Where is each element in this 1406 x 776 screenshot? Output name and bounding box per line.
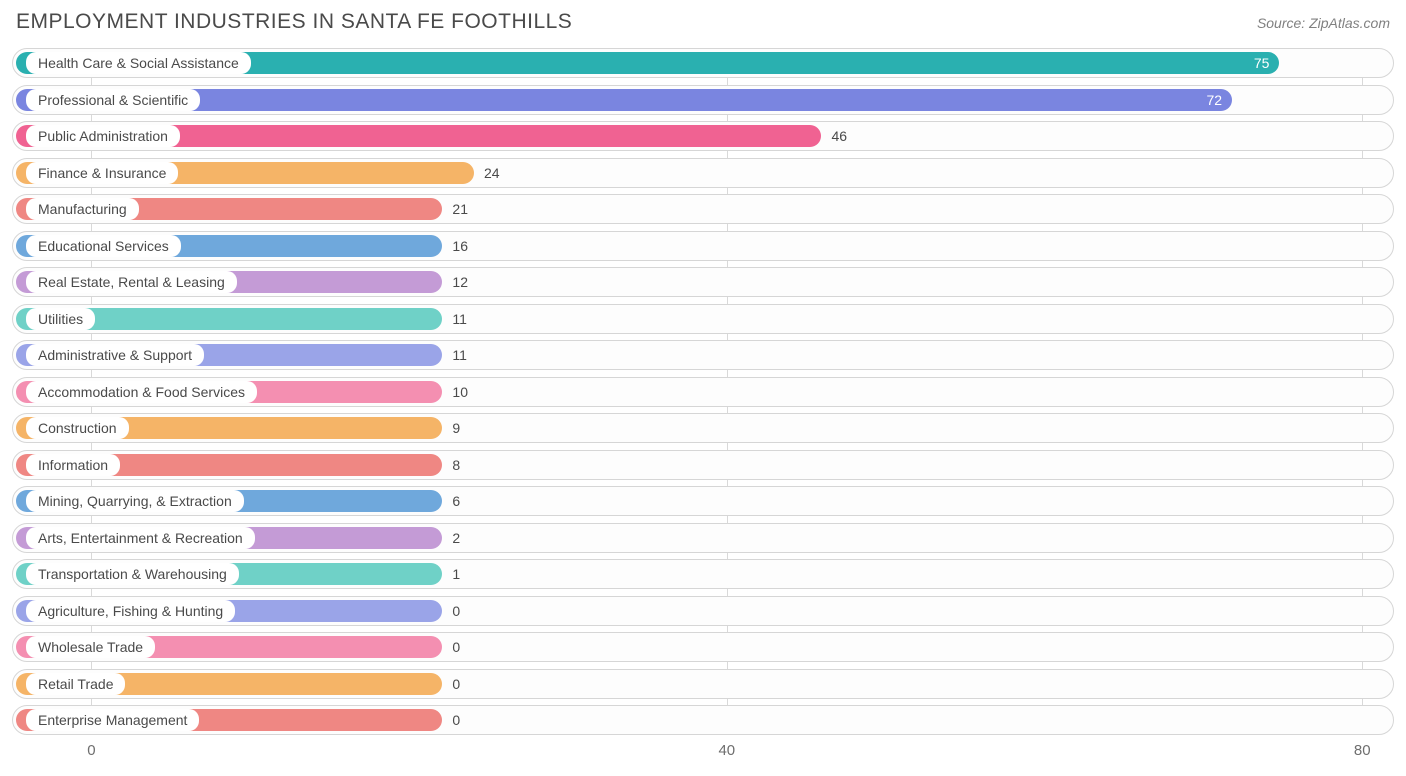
bar-value: 0 bbox=[442, 600, 470, 622]
bar-track: 11 bbox=[16, 344, 1390, 366]
x-axis: 0 40 80 bbox=[12, 742, 1394, 764]
bar-label: Finance & Insurance bbox=[26, 162, 178, 184]
bar-row: 75Health Care & Social Assistance bbox=[12, 48, 1394, 78]
axis-tick: 40 bbox=[718, 742, 735, 759]
bar-value: 0 bbox=[442, 673, 470, 695]
bar-row: 0 Wholesale Trade bbox=[12, 632, 1394, 662]
bar-track: 24 bbox=[16, 162, 1390, 184]
bar-label: Agriculture, Fishing & Hunting bbox=[26, 600, 235, 622]
bar-label: Administrative & Support bbox=[26, 344, 204, 366]
bar-label: Construction bbox=[26, 417, 129, 439]
axis-tick: 80 bbox=[1354, 742, 1371, 759]
bar-row: 1 Transportation & Warehousing bbox=[12, 559, 1394, 589]
bar-label: Professional & Scientific bbox=[26, 89, 200, 111]
bar-row: 24 Finance & Insurance bbox=[12, 158, 1394, 188]
bar-value: 2 bbox=[442, 527, 470, 549]
bar-row: 16 Educational Services bbox=[12, 231, 1394, 261]
bar-value: 11 bbox=[442, 344, 477, 366]
bar-label: Information bbox=[26, 454, 120, 476]
bar-value: 0 bbox=[442, 636, 470, 658]
bar-row: 6 Mining, Quarrying, & Extraction bbox=[12, 486, 1394, 516]
bar-row: 2 Arts, Entertainment & Recreation bbox=[12, 523, 1394, 553]
bar-value: 16 bbox=[442, 235, 478, 257]
bar-row: 0 Retail Trade bbox=[12, 669, 1394, 699]
bar-track: 46 bbox=[16, 125, 1390, 147]
bar-label: Real Estate, Rental & Leasing bbox=[26, 271, 237, 293]
bar-track: 8 bbox=[16, 454, 1390, 476]
bar-label: Public Administration bbox=[26, 125, 180, 147]
bar-label: Educational Services bbox=[26, 235, 181, 257]
bar-label: Enterprise Management bbox=[26, 709, 199, 731]
bar-row: 11 Administrative & Support bbox=[12, 340, 1394, 370]
bar-value: 24 bbox=[474, 162, 510, 184]
bar-row: 0 Enterprise Management bbox=[12, 705, 1394, 735]
bar-value: 12 bbox=[442, 271, 478, 293]
bar-label: Wholesale Trade bbox=[26, 636, 155, 658]
bar-row: 21 Manufacturing bbox=[12, 194, 1394, 224]
bar-label: Transportation & Warehousing bbox=[26, 563, 239, 585]
chart-container: EMPLOYMENT INDUSTRIES IN SANTA FE FOOTHI… bbox=[0, 0, 1406, 772]
bar-track: 72 bbox=[16, 89, 1390, 111]
bar-row: 0 Agriculture, Fishing & Hunting bbox=[12, 596, 1394, 626]
bar-label: Retail Trade bbox=[26, 673, 125, 695]
bar-track: 16 bbox=[16, 235, 1390, 257]
bar-value: 6 bbox=[442, 490, 470, 512]
bar-track: 9 bbox=[16, 417, 1390, 439]
bar-track: 21 bbox=[16, 198, 1390, 220]
bar-label: Manufacturing bbox=[26, 198, 139, 220]
bar-value: 8 bbox=[442, 454, 470, 476]
bar-value: 46 bbox=[821, 125, 857, 147]
bar-row: 72Professional & Scientific bbox=[12, 85, 1394, 115]
bar-label: Mining, Quarrying, & Extraction bbox=[26, 490, 244, 512]
bar-label: Health Care & Social Assistance bbox=[26, 52, 251, 74]
bar-track: 11 bbox=[16, 308, 1390, 330]
plot-area: 75Health Care & Social Assistance 72Profe… bbox=[12, 48, 1394, 735]
bar-row: 46 Public Administration bbox=[12, 121, 1394, 151]
bar-label: Utilities bbox=[26, 308, 95, 330]
bar-row: 9 Construction bbox=[12, 413, 1394, 443]
chart-title: EMPLOYMENT INDUSTRIES IN SANTA FE FOOTHI… bbox=[16, 10, 572, 34]
bar-track: 0 bbox=[16, 709, 1390, 731]
bar-value: 11 bbox=[442, 308, 477, 330]
bar-value: 0 bbox=[442, 709, 470, 731]
bar-row: 12 Real Estate, Rental & Leasing bbox=[12, 267, 1394, 297]
chart-header: EMPLOYMENT INDUSTRIES IN SANTA FE FOOTHI… bbox=[12, 10, 1394, 48]
bar-value: 10 bbox=[442, 381, 478, 403]
axis-tick: 0 bbox=[87, 742, 95, 759]
bar-row: 8 Information bbox=[12, 450, 1394, 480]
bar-track: 0 bbox=[16, 673, 1390, 695]
bar-value: 1 bbox=[442, 563, 470, 585]
bar-track: 0 bbox=[16, 636, 1390, 658]
bar-value: 21 bbox=[442, 198, 478, 220]
bar-row: 10 Accommodation & Food Services bbox=[12, 377, 1394, 407]
bar-row: 11 Utilities bbox=[12, 304, 1394, 334]
bar-label: Accommodation & Food Services bbox=[26, 381, 257, 403]
chart-source: Source: ZipAtlas.com bbox=[1257, 15, 1390, 31]
bar-label: Arts, Entertainment & Recreation bbox=[26, 527, 255, 549]
bar-value: 9 bbox=[442, 417, 470, 439]
